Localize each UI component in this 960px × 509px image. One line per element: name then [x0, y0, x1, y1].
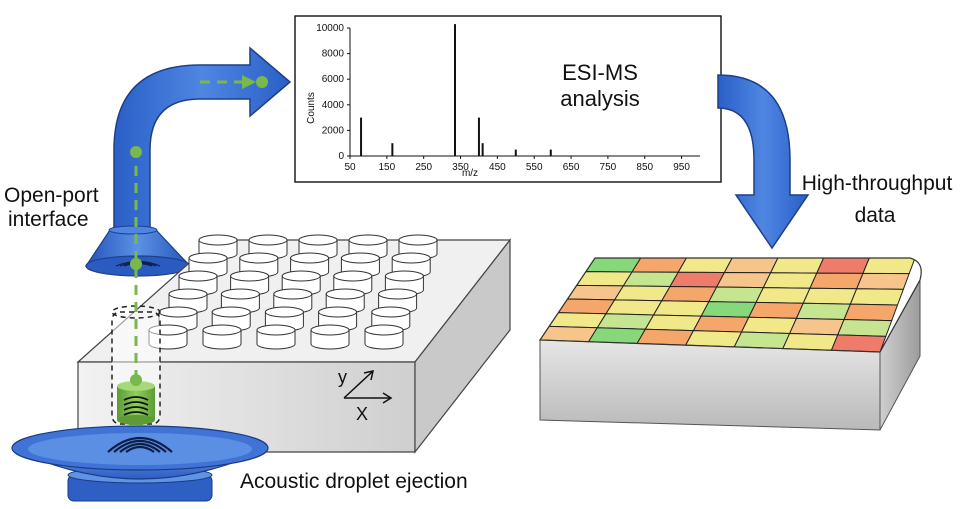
well	[310, 324, 350, 350]
heatmap-cells	[540, 258, 916, 352]
heatmap-cell	[795, 302, 852, 321]
ms-y-tick-label: 4000	[322, 100, 345, 111]
ms-y-tick-label: 6000	[322, 74, 345, 85]
xy-axes-indicator	[343, 370, 393, 404]
heatmap-cell	[723, 258, 779, 274]
heatmap-cell	[622, 271, 680, 287]
heatmap-cell	[548, 312, 607, 329]
heatmap-cell	[613, 285, 671, 302]
heatmap-cell	[708, 286, 765, 303]
heatmap-cell	[748, 301, 804, 319]
heatmap-cell	[740, 316, 798, 334]
heatmap-cell	[700, 301, 757, 318]
acoustic-droplet-ejection-label: Acoustic droplet ejection	[240, 470, 468, 493]
droplet-column	[111, 305, 161, 425]
open-port-cone	[84, 225, 192, 277]
esi-ms-label-line2: analysis	[560, 86, 639, 111]
well	[364, 324, 404, 350]
ms-y-tick-label: 0	[338, 151, 344, 162]
heatmap-cell	[677, 258, 733, 274]
heatmap-cell	[692, 315, 750, 333]
heatmap-cell	[843, 303, 899, 322]
heatmap-cell	[715, 272, 772, 289]
heatmap-cell	[816, 258, 871, 274]
ms-x-tick-label: 650	[563, 162, 580, 173]
ms-x-tick-label: 350	[452, 162, 469, 173]
heatmap-cell	[605, 299, 663, 316]
flow-arrow-to-data	[717, 74, 810, 250]
heatmap-cell	[782, 332, 839, 351]
heatmap-cell	[849, 288, 905, 306]
heatmap-cell	[684, 330, 743, 348]
well-plate	[76, 234, 512, 454]
heatmap-cell	[557, 298, 616, 315]
flow-arrow-to-ms	[113, 46, 292, 246]
heatmap-cell	[587, 327, 647, 344]
open-port-label-line2: interface	[8, 208, 89, 231]
heatmap-cell	[809, 272, 864, 290]
heatmap-cell	[769, 258, 825, 274]
ms-x-tick-label: 750	[600, 162, 617, 173]
heatmap-cell	[762, 272, 818, 289]
well	[290, 252, 330, 278]
heatmap-cell	[837, 319, 893, 337]
heatmap-cell	[636, 328, 695, 346]
heatmap-cell	[596, 313, 655, 330]
heatmap-cell	[644, 314, 703, 332]
high-throughput-label-line1: High-throughput	[802, 172, 953, 195]
axis-x-label: X	[356, 404, 368, 424]
ms-x-tick-label: 50	[344, 162, 356, 173]
ms-x-tick-label: 450	[489, 162, 506, 173]
ms-y-axis-label: Counts	[306, 92, 317, 124]
well	[202, 324, 242, 350]
heatmap-cell	[540, 325, 599, 343]
heatmap-cell	[830, 334, 887, 352]
heatmap-cell	[755, 287, 811, 304]
heatmap-cell	[660, 285, 718, 303]
ms-x-axis-label: m/z	[462, 168, 478, 179]
ms-y-ticks: 0 2000 4000 6000 8000 10000	[316, 23, 350, 162]
heatmap-cell	[862, 258, 916, 275]
well	[158, 306, 198, 332]
heatmap-cell	[802, 287, 858, 305]
heatmap-cell	[788, 317, 845, 336]
well	[256, 324, 296, 350]
heatmap-cell	[652, 300, 710, 317]
open-port-label-line1: Open-port	[4, 184, 99, 207]
ms-peaks	[360, 24, 552, 156]
ms-x-tick-label: 150	[378, 162, 395, 173]
ms-x-tick-label: 850	[636, 162, 653, 173]
axis-y-label: y	[338, 367, 347, 387]
heatmap-slab	[538, 257, 922, 431]
esi-ms-label-line1: ESI-MS	[562, 60, 638, 85]
heatmap-cell	[733, 331, 791, 350]
well-grid	[148, 234, 438, 350]
acoustic-transducer	[11, 425, 269, 502]
ms-spectrum-panel: 0 2000 4000 6000 8000 10000 50 150 250 350 450 550…	[294, 15, 722, 183]
ms-x-tick-label: 950	[673, 162, 690, 173]
ms-x-ticks: 50 150 250 350 450 550 650 750 850 950	[344, 156, 690, 173]
droplet-path	[130, 75, 268, 386]
high-throughput-label-line2: data	[855, 204, 896, 227]
ms-y-tick-label: 10000	[316, 23, 344, 34]
heatmap-cell	[669, 271, 726, 288]
ms-x-tick-label: 250	[415, 162, 432, 173]
ms-y-tick-label: 2000	[322, 125, 345, 136]
ms-y-tick-label: 8000	[322, 49, 345, 60]
ms-x-tick-label: 550	[526, 162, 543, 173]
heatmap-cell	[855, 272, 910, 290]
heatmap-cell	[631, 258, 688, 273]
